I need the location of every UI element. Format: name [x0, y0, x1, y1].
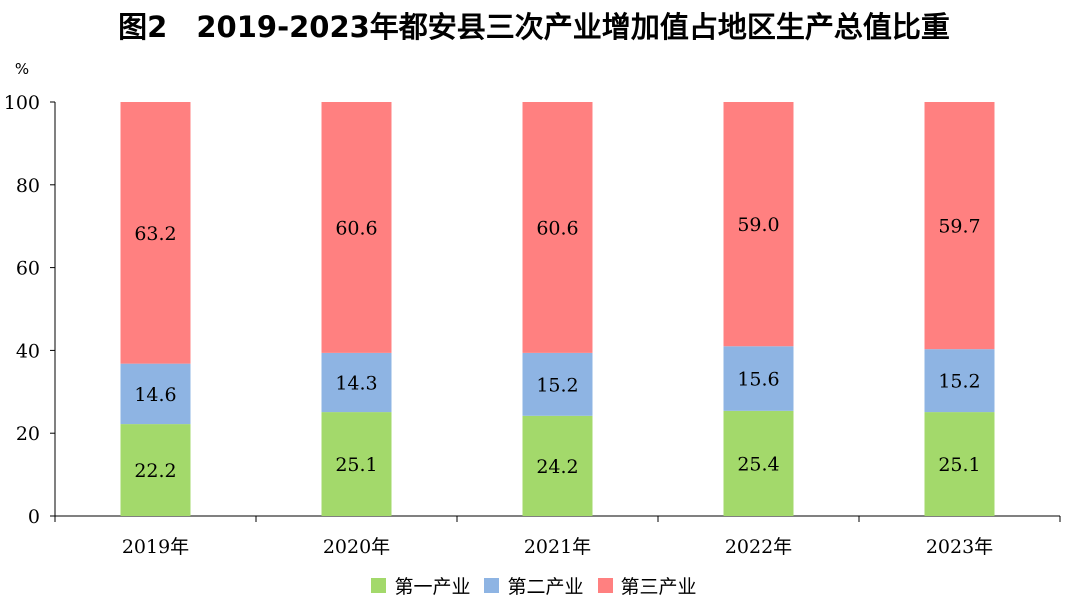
legend-item: 第二产业 — [484, 572, 584, 599]
legend: 第一产业 第二产业 第三产业 — [0, 572, 1068, 599]
data-label: 25.1 — [335, 454, 377, 476]
bar-segment — [924, 349, 995, 413]
data-label: 59.7 — [938, 216, 980, 238]
bar-segment — [321, 102, 392, 353]
data-label: 22.2 — [134, 460, 176, 482]
data-label: 25.1 — [938, 454, 980, 476]
y-tick-label: 20 — [16, 423, 40, 445]
x-tick-label: 2019年 — [122, 536, 189, 558]
bar-segment — [120, 363, 191, 425]
bar-segment — [723, 346, 794, 411]
x-tick-label: 2023年 — [926, 536, 993, 558]
y-tick-label: 60 — [16, 258, 40, 280]
x-tick-label: 2020年 — [323, 536, 390, 558]
y-axis-unit: % — [15, 60, 29, 78]
legend-item: 第一产业 — [371, 572, 470, 599]
data-label: 24.2 — [536, 456, 578, 478]
bar-segment — [924, 412, 995, 516]
data-label: 14.6 — [134, 384, 176, 406]
data-label: 15.2 — [938, 371, 980, 393]
bar-segment — [522, 415, 593, 516]
data-label: 60.6 — [536, 217, 578, 239]
bar-segment — [924, 102, 995, 350]
legend-label: 第三产业 — [620, 576, 697, 598]
legend-label: 第二产业 — [507, 576, 584, 598]
data-label: 25.4 — [737, 453, 779, 475]
data-label: 59.0 — [737, 214, 779, 236]
legend-item: 第三产业 — [597, 572, 697, 599]
legend-swatch — [484, 578, 500, 593]
bar-segment — [321, 412, 392, 516]
data-label: 60.6 — [335, 217, 377, 239]
data-label: 14.3 — [335, 372, 377, 394]
data-label: 63.2 — [134, 223, 176, 245]
y-tick-label: 40 — [16, 340, 40, 362]
bar-segment — [522, 352, 593, 416]
legend-swatch — [597, 578, 613, 593]
bar-segment — [522, 102, 593, 353]
bar-segment — [120, 424, 191, 516]
y-tick-label: 100 — [4, 92, 40, 114]
data-label: 15.2 — [536, 374, 578, 396]
y-tick-label: 0 — [28, 506, 40, 528]
x-tick-label: 2022年 — [725, 536, 792, 558]
bar-segment — [723, 410, 794, 516]
legend-swatch — [371, 578, 387, 593]
x-tick-label: 2021年 — [524, 536, 591, 558]
legend-label: 第一产业 — [394, 576, 471, 598]
chart-title: 图2 2019-2023年都安县三次产业增加值占地区生产总值比重 — [118, 10, 950, 44]
bar-segment — [120, 102, 191, 364]
y-tick-label: 80 — [16, 175, 40, 197]
bar-segment — [723, 102, 794, 347]
bar-segment — [321, 352, 392, 413]
data-label: 15.6 — [737, 369, 779, 391]
